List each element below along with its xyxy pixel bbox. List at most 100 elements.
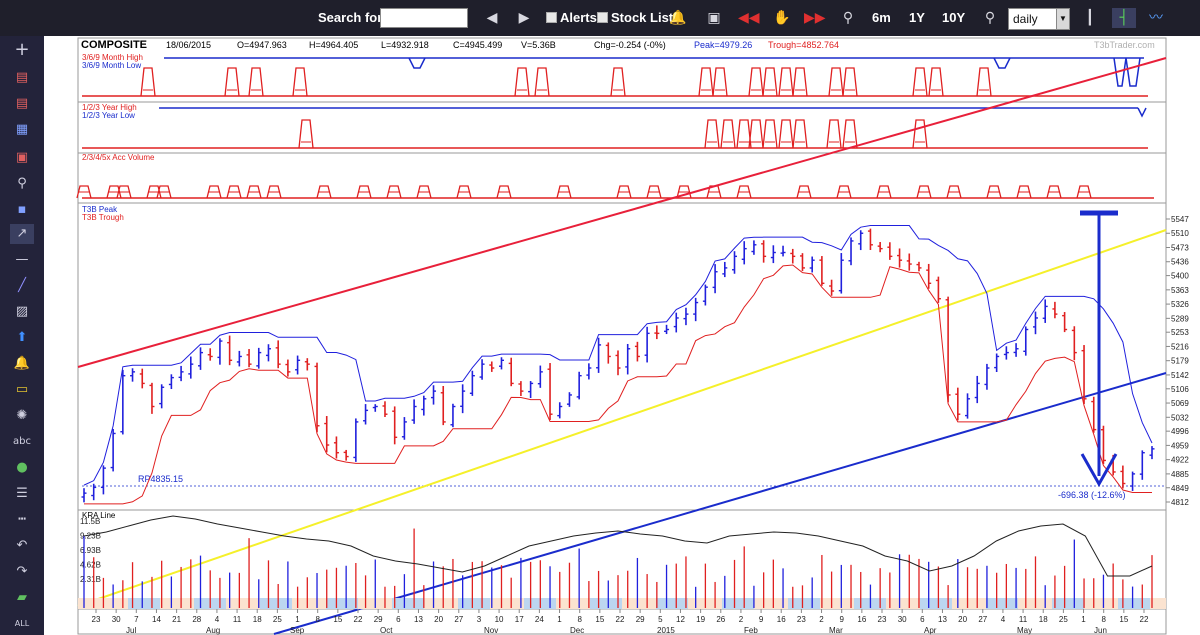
panel1-spike bbox=[248, 67, 264, 97]
volume-label: V=5.36B bbox=[521, 40, 556, 50]
date-tick-label: 19 bbox=[696, 615, 705, 624]
date-tick-label: 18 bbox=[1039, 615, 1048, 624]
range-10y-button[interactable]: 10Y bbox=[942, 10, 966, 25]
price-tick-label: 4922 bbox=[1171, 456, 1189, 465]
panel1-spike bbox=[698, 67, 714, 97]
arrow-up-icon[interactable]: ⬆ bbox=[16, 330, 28, 345]
month-label: Jul bbox=[126, 626, 136, 635]
magnifier-icon[interactable]: ⚲ bbox=[17, 176, 27, 191]
panel3-spike bbox=[1016, 185, 1032, 199]
date-tick-label: 9 bbox=[759, 615, 764, 624]
camera-icon[interactable]: ▣ bbox=[707, 10, 721, 26]
price-tick-label: 5253 bbox=[1171, 328, 1189, 337]
price-tick-label: 5436 bbox=[1171, 258, 1189, 267]
date-tick-label: 26 bbox=[716, 615, 725, 624]
list-icon[interactable]: ▤ bbox=[15, 96, 29, 111]
panel2-spike bbox=[842, 119, 858, 149]
zoom-out-icon[interactable]: ⚲ bbox=[984, 10, 996, 26]
line-width-icon[interactable]: ☰ bbox=[16, 486, 28, 501]
volume-tick-label: 6.93B bbox=[80, 546, 101, 555]
month-label: Jun bbox=[1094, 626, 1107, 635]
price-tick-label: 5510 bbox=[1171, 229, 1189, 238]
date-tick-label: 15 bbox=[1119, 615, 1128, 624]
draw-line-icon[interactable]: ↗ bbox=[10, 224, 34, 244]
crosshair-icon[interactable]: + bbox=[14, 39, 30, 60]
panel3-spike bbox=[416, 185, 432, 199]
target-icon[interactable]: ▣ bbox=[15, 150, 29, 165]
panel2-label-high: 1/2/3 Year High bbox=[82, 103, 137, 112]
panel3-spike bbox=[556, 185, 572, 199]
date-tick-label: 11 bbox=[1019, 615, 1028, 624]
panel3-spike bbox=[1076, 185, 1092, 199]
zoom-icon[interactable]: ⚲ bbox=[842, 10, 854, 26]
period-select[interactable]: daily ▼ bbox=[1008, 8, 1070, 30]
peak-label: Peak=4979.26 bbox=[694, 40, 752, 50]
arrow-left-icon[interactable]: ◀ bbox=[486, 10, 498, 26]
range-1y-button[interactable]: 1Y bbox=[909, 10, 925, 25]
month-label: Oct bbox=[380, 626, 393, 635]
panel3-spike bbox=[616, 185, 632, 199]
date-tick-label: 4 bbox=[1001, 615, 1006, 624]
price-tick-label: 5363 bbox=[1171, 286, 1189, 295]
line-chart-icon[interactable]: 〰 bbox=[1149, 10, 1163, 26]
redo-icon[interactable]: ↷ bbox=[16, 564, 28, 579]
alerts-checkbox[interactable] bbox=[546, 12, 557, 23]
price-chart[interactable]: COMPOSITE 18/06/2015 O=4947.963 H=4964.4… bbox=[44, 36, 1200, 635]
forward-icon[interactable]: ▶▶ bbox=[804, 10, 826, 26]
range-6m-button[interactable]: 6m bbox=[872, 10, 891, 25]
candle-icon[interactable]: ┃ bbox=[1085, 10, 1095, 26]
alerts-toggle[interactable]: Alerts bbox=[546, 0, 597, 36]
text-icon[interactable]: abc bbox=[13, 436, 31, 447]
rewind-icon[interactable]: ◀◀ bbox=[738, 10, 760, 26]
fibonacci-icon[interactable]: ✺ bbox=[16, 408, 28, 423]
panel1-spike bbox=[712, 67, 728, 97]
separator-icon: — bbox=[15, 252, 29, 267]
grid-icon[interactable]: ▦ bbox=[15, 122, 29, 137]
date-label: 18/06/2015 bbox=[166, 40, 211, 50]
hand-icon[interactable]: ✋ bbox=[773, 10, 791, 26]
panel3-spike bbox=[676, 185, 692, 199]
palette-icon[interactable]: ● bbox=[16, 460, 28, 475]
panel3-spike bbox=[986, 185, 1002, 199]
panel3-spike bbox=[1046, 185, 1062, 199]
save-icon[interactable]: ▪ bbox=[17, 202, 27, 217]
panel2-spike bbox=[778, 119, 794, 149]
bell-icon[interactable]: 🔔 bbox=[669, 10, 687, 26]
arrow-right-icon[interactable]: ▶ bbox=[518, 10, 530, 26]
price-tick-label: 5473 bbox=[1171, 243, 1189, 252]
date-tick-label: 4 bbox=[215, 615, 220, 624]
undo-icon[interactable]: ↶ bbox=[16, 538, 28, 553]
date-tick-label: 15 bbox=[333, 615, 342, 624]
panel3-spike bbox=[116, 185, 132, 199]
panel2-label-low: 1/2/3 Year Low bbox=[82, 111, 135, 120]
t3b-peak-line bbox=[83, 225, 1153, 486]
channel-icon[interactable]: ▨ bbox=[15, 304, 29, 319]
stock-list-checkbox[interactable] bbox=[597, 12, 608, 23]
trendline-icon[interactable]: ╱ bbox=[18, 278, 26, 293]
t3b-trough-line bbox=[84, 264, 1152, 505]
rectangle-icon[interactable]: ▭ bbox=[15, 382, 29, 397]
arrow-head bbox=[1080, 453, 1118, 488]
eraser-all-icon[interactable]: ALL bbox=[14, 619, 30, 628]
band-segment bbox=[590, 598, 622, 609]
panel2-spike bbox=[748, 119, 764, 149]
stock-list-toggle[interactable]: Stock List bbox=[597, 0, 673, 36]
band-segment bbox=[128, 598, 160, 609]
panel1-spike bbox=[828, 67, 844, 97]
bar-chart-icon[interactable]: ┤ bbox=[1112, 8, 1136, 28]
panel2-high-spikes bbox=[298, 119, 928, 149]
date-tick-label: 1 bbox=[295, 615, 300, 624]
date-tick-label: 5 bbox=[658, 615, 663, 624]
date-tick-label: 13 bbox=[414, 615, 423, 624]
rp-label: RP4835.15 bbox=[138, 474, 183, 484]
date-tick-label: 24 bbox=[535, 615, 544, 624]
panel2-spike bbox=[736, 119, 752, 149]
price-tick-label: 5179 bbox=[1171, 357, 1189, 366]
symbol-label: COMPOSITE bbox=[81, 39, 147, 51]
delete-icon[interactable]: ▤ bbox=[15, 70, 29, 85]
eraser-icon[interactable]: ▰ bbox=[17, 590, 27, 605]
search-input[interactable] bbox=[380, 8, 468, 28]
line-style-icon[interactable]: ┅ bbox=[18, 512, 26, 527]
alert-bell-icon[interactable]: 🔔 bbox=[13, 356, 31, 371]
date-tick-label: 6 bbox=[920, 615, 925, 624]
